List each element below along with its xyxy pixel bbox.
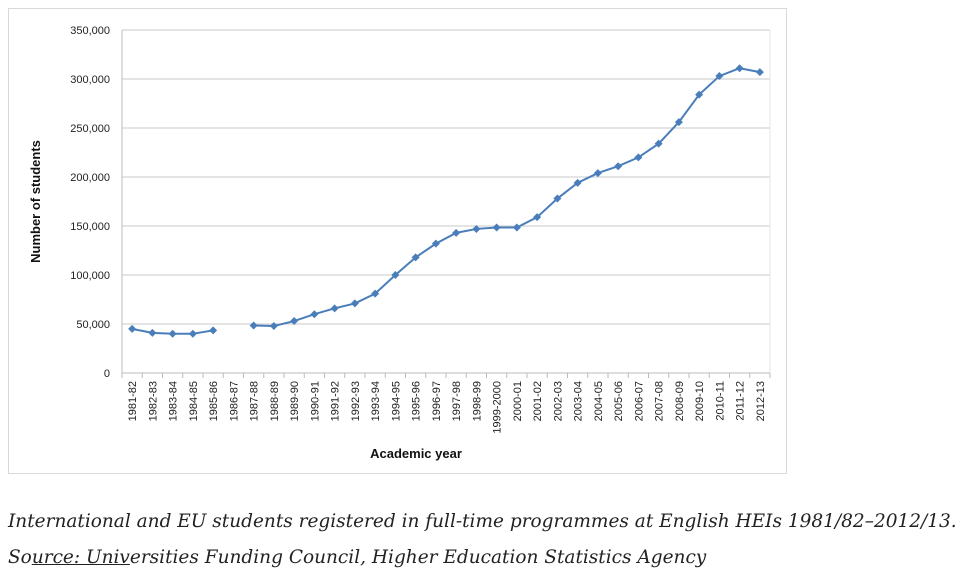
- y-axis-title: Number of students: [28, 140, 43, 263]
- y-tick-label: 150,000: [70, 221, 110, 233]
- data-point: [330, 304, 339, 313]
- data-point: [735, 64, 744, 73]
- x-tick-label: 1997-98: [451, 381, 463, 421]
- line-chart: 0 50,000 100,000 150,000 200,000 250,000 300,0…: [28, 25, 771, 461]
- y-tick-label: 0: [104, 368, 110, 380]
- data-point: [553, 194, 562, 203]
- y-tick-label: 200,000: [70, 172, 110, 184]
- data-point: [310, 310, 319, 319]
- source-line: Source: Universities Funding Council, Hi…: [8, 547, 706, 568]
- x-tick-label: 2010-11: [714, 381, 726, 421]
- x-tick-label: 1983-84: [168, 381, 180, 421]
- data-point: [614, 162, 623, 171]
- x-tick-label: 2006-07: [633, 381, 645, 421]
- x-tick-label: 1994-95: [390, 381, 402, 421]
- data-point: [573, 178, 582, 187]
- x-tick-label: 2001-02: [532, 381, 544, 421]
- data-point: [695, 90, 704, 99]
- y-tick-label: 300,000: [70, 74, 110, 86]
- data-point: [168, 329, 177, 338]
- data-point: [674, 118, 683, 127]
- y-tick-label: 250,000: [70, 123, 110, 135]
- x-axis-title: Academic year: [370, 446, 462, 461]
- data-point: [634, 153, 643, 162]
- figure-caption: International and EU students registered…: [8, 511, 957, 532]
- data-point: [209, 326, 218, 335]
- x-tick-label: 2009-10: [694, 381, 706, 421]
- x-tick-label: 1992-93: [350, 381, 362, 421]
- series-line: [253, 67, 761, 327]
- source-prefix: So: [8, 547, 32, 568]
- data-point: [371, 289, 380, 298]
- data-point: [452, 228, 461, 237]
- x-tick-label: 1991-92: [330, 381, 342, 421]
- x-tick-label: 1996-97: [431, 381, 443, 421]
- x-tick-label: 2007-08: [654, 381, 666, 421]
- x-tick-label: 2008-09: [674, 381, 686, 421]
- data-point: [350, 299, 359, 308]
- x-tick-label: 1999-2000: [492, 381, 504, 434]
- data-point: [290, 317, 299, 326]
- x-tick-label: 1988-89: [269, 381, 281, 421]
- source-link[interactable]: urce: Univ: [31, 547, 130, 568]
- data-point: [593, 169, 602, 178]
- x-tick-label: 1981-82: [127, 381, 139, 421]
- x-tick-label: 1986-87: [228, 381, 240, 421]
- x-tick-label: 1989-90: [289, 381, 301, 421]
- x-tick-label: 1993-94: [370, 381, 382, 421]
- x-tick-label: 2012-13: [755, 381, 767, 421]
- y-tick-label: 350,000: [70, 25, 110, 37]
- data-point: [188, 329, 197, 338]
- x-tick-label: 2002-03: [552, 381, 564, 421]
- data-point: [512, 223, 521, 232]
- data-point: [715, 72, 724, 81]
- source-rest: ersities Funding Council, Higher Educati…: [129, 547, 707, 568]
- data-point: [391, 271, 400, 279]
- x-tick-label: 2004-05: [593, 381, 605, 421]
- data-point: [533, 213, 542, 222]
- x-tick-label: 1982-83: [147, 381, 159, 421]
- x-tick-label: 1987-88: [249, 381, 261, 421]
- x-tick-label: 1990-91: [309, 381, 321, 421]
- data-point: [148, 328, 157, 337]
- y-tick-label: 100,000: [70, 270, 110, 282]
- x-tick-label: 1984-85: [188, 381, 200, 421]
- data-point: [492, 223, 501, 232]
- data-point: [249, 321, 258, 330]
- y-tick-label: 50,000: [76, 319, 110, 331]
- data-point: [411, 253, 420, 262]
- x-tick-label: 2003-04: [573, 381, 585, 421]
- data-point: [755, 68, 764, 77]
- x-tick-label: 1995-96: [411, 381, 423, 421]
- data-point: [472, 224, 481, 233]
- x-tick-label: 2011-12: [735, 381, 747, 421]
- data-point: [431, 239, 440, 248]
- x-tick-label: 2005-06: [613, 381, 625, 421]
- chart-frame: [8, 8, 787, 474]
- data-point: [128, 324, 137, 333]
- data-point: [269, 321, 278, 330]
- x-tick-label: 2000-01: [512, 381, 524, 421]
- x-tick-label: 1985-86: [208, 381, 220, 421]
- x-tick-label: 1998-99: [471, 381, 483, 421]
- data-point: [654, 139, 663, 148]
